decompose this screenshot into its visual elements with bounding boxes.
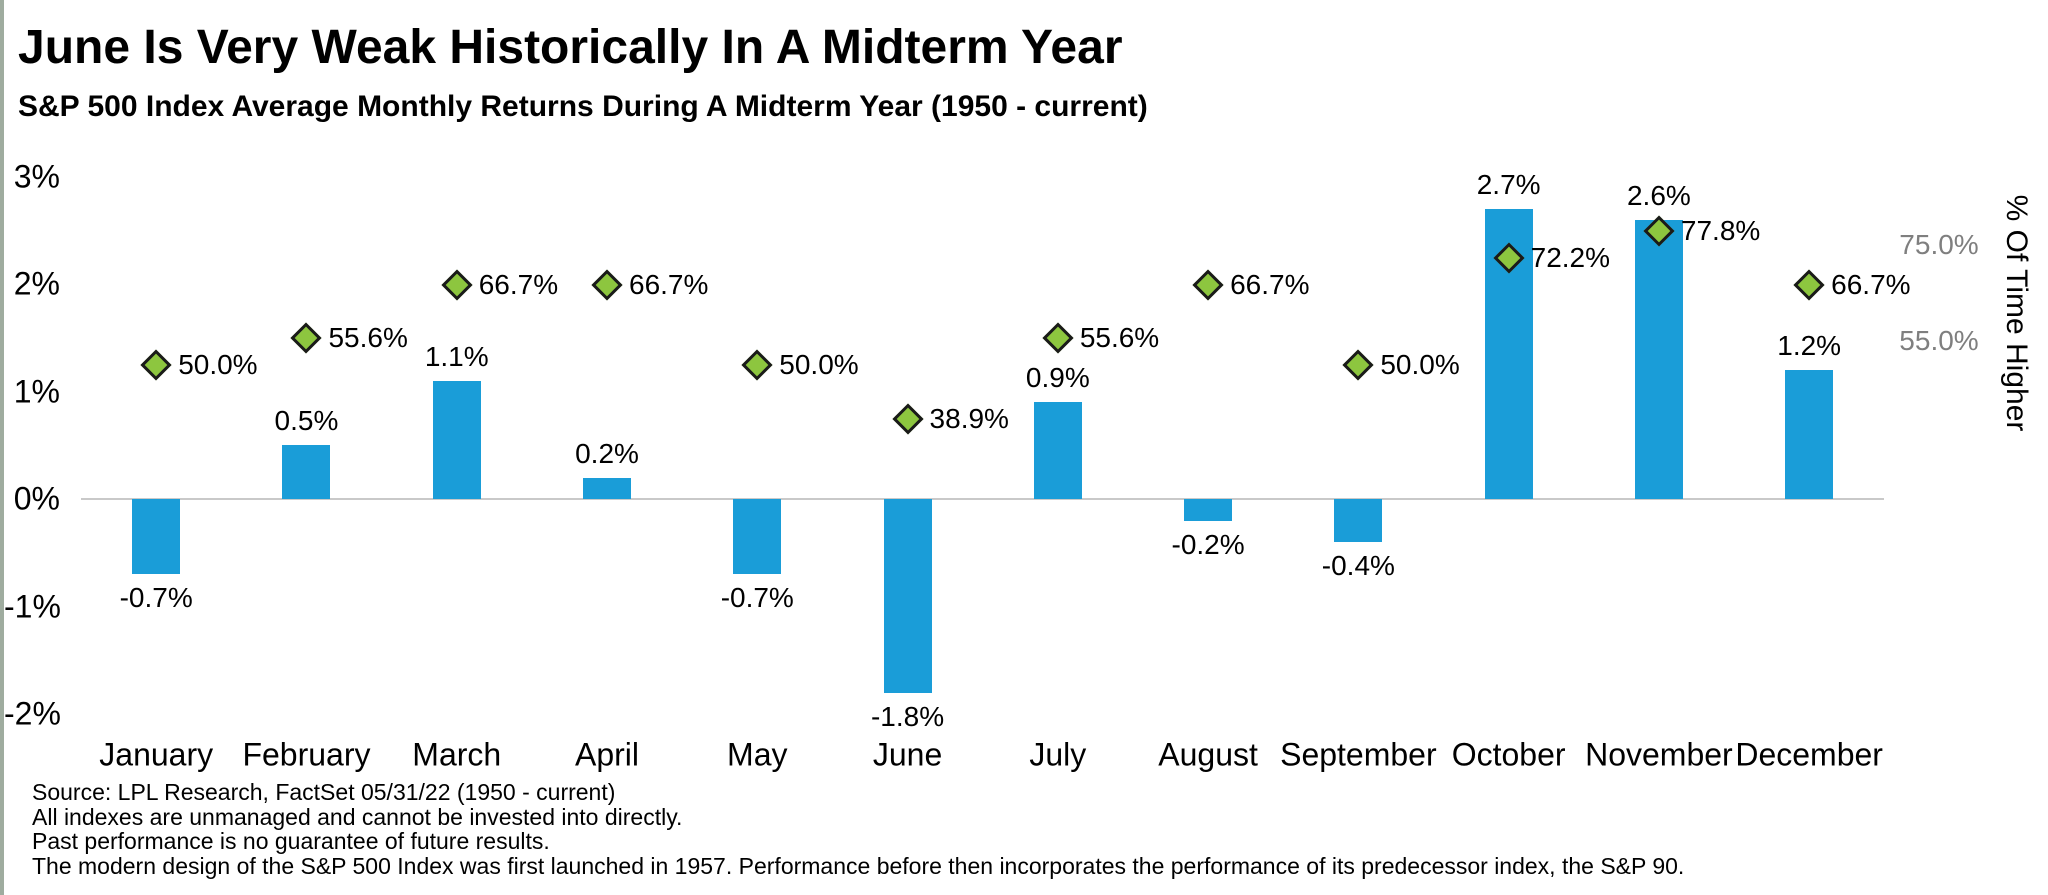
x-axis-label-may: May [727, 736, 788, 773]
bar-label-october: 2.7% [1476, 168, 1541, 200]
diamond-march [441, 268, 473, 301]
footnote-line-source: Source: LPL Research, FactSet 05/31/22 (… [32, 779, 616, 805]
x-axis-label-september: September [1280, 736, 1437, 773]
x-axis-label-january: January [99, 736, 214, 773]
bar-label-april: 0.2% [575, 437, 639, 469]
diamond-label-february: 55.6% [328, 322, 408, 353]
footnotes: Source: LPL Research, FactSet 05/31/22 (… [32, 780, 1684, 878]
zero-gridline [81, 498, 1884, 500]
right-axis-tick-55.0: 55.0% [1899, 324, 1979, 356]
bar-label-december: 1.2% [1777, 330, 1842, 361]
footnote-line-indexes: All indexes are unmanaged and cannot be … [32, 803, 683, 830]
diamond-label-september: 50.0% [1380, 349, 1460, 380]
bar-may [733, 499, 782, 575]
plot-area: 3% 2% 1% 0% -1% -2% -0.7% 50.0% January 0.5% 55.6%… [4, 0, 2048, 895]
x-axis-label-february: February [242, 736, 371, 773]
chart-title: June Is Very Weak Historically In A Midt… [18, 21, 1123, 74]
bar-april [583, 477, 631, 499]
diamond-april [591, 268, 623, 301]
bar-label-march: 1.1% [424, 340, 489, 372]
diamond-label-july: 55.6% [1079, 322, 1160, 353]
bar-june [883, 499, 932, 693]
bar-september [1334, 499, 1383, 542]
diamond-label-march: 66.7% [478, 268, 559, 300]
diamond-june [891, 402, 924, 435]
diamond-february [290, 322, 323, 354]
bar-august [1184, 499, 1233, 521]
diamond-label-april: 66.7% [629, 268, 709, 300]
bar-label-february: 0.5% [274, 405, 339, 437]
y-axis-tick--1: -1% [4, 588, 61, 624]
diamond-august [1192, 268, 1224, 301]
x-axis-label-july: July [1029, 736, 1087, 773]
bar-label-july: 0.9% [1025, 362, 1090, 394]
bar-label-september: -0.4% [1321, 550, 1395, 581]
x-axis-label-december: December [1735, 736, 1883, 773]
bar-march [432, 380, 481, 499]
diamond-label-august: 66.7% [1230, 268, 1310, 300]
diamond-september [1342, 349, 1374, 381]
x-axis-label-march: March [412, 736, 502, 773]
bar-label-january: -0.7% [119, 582, 193, 614]
chart-subtitle: S&P 500 Index Average Monthly Returns Du… [18, 90, 1148, 123]
diamond-label-october: 72.2% [1530, 241, 1611, 273]
right-axis-title: % Of Time Higher [2000, 194, 2033, 432]
diamond-may [741, 349, 773, 381]
bar-november [1634, 219, 1683, 499]
y-axis-tick-1: 1% [13, 373, 60, 409]
diamond-label-june: 38.9% [929, 402, 1009, 434]
bar-label-may: -0.7% [720, 582, 794, 614]
diamond-label-january: 50.0% [178, 349, 258, 380]
diamond-december [1793, 268, 1825, 301]
y-axis-tick--2: -2% [4, 695, 61, 732]
bar-july [1033, 402, 1082, 499]
x-axis-label-november: November [1585, 736, 1733, 773]
y-axis-tick-2: 2% [13, 265, 60, 302]
footnote-line-past-performance: Past performance is no guarantee of futu… [32, 828, 550, 854]
bar-february [282, 445, 331, 499]
diamond-july [1042, 322, 1074, 354]
x-axis-label-june: June [872, 736, 943, 773]
diamond-label-november: 77.8% [1680, 215, 1761, 246]
x-axis-label-april: April [574, 736, 640, 773]
bar-label-august: -0.2% [1171, 528, 1245, 560]
right-axis-tick-75.0: 75.0% [1899, 228, 1979, 260]
bar-label-november: 2.6% [1626, 179, 1691, 211]
bar-january [132, 499, 181, 575]
diamond-label-december: 66.7% [1831, 268, 1911, 300]
bar-label-june: -1.8% [870, 700, 945, 732]
y-axis-tick-0: 0% [13, 480, 60, 517]
bar-december [1785, 370, 1834, 499]
x-axis-label-october: October [1451, 736, 1566, 773]
diamond-january [140, 349, 172, 381]
diamond-label-may: 50.0% [779, 349, 859, 380]
footnote-line-sp90: The modern design of the S&P 500 Index w… [32, 852, 1685, 879]
y-axis-tick-3: 3% [13, 158, 60, 194]
x-axis-label-august: August [1158, 736, 1258, 773]
